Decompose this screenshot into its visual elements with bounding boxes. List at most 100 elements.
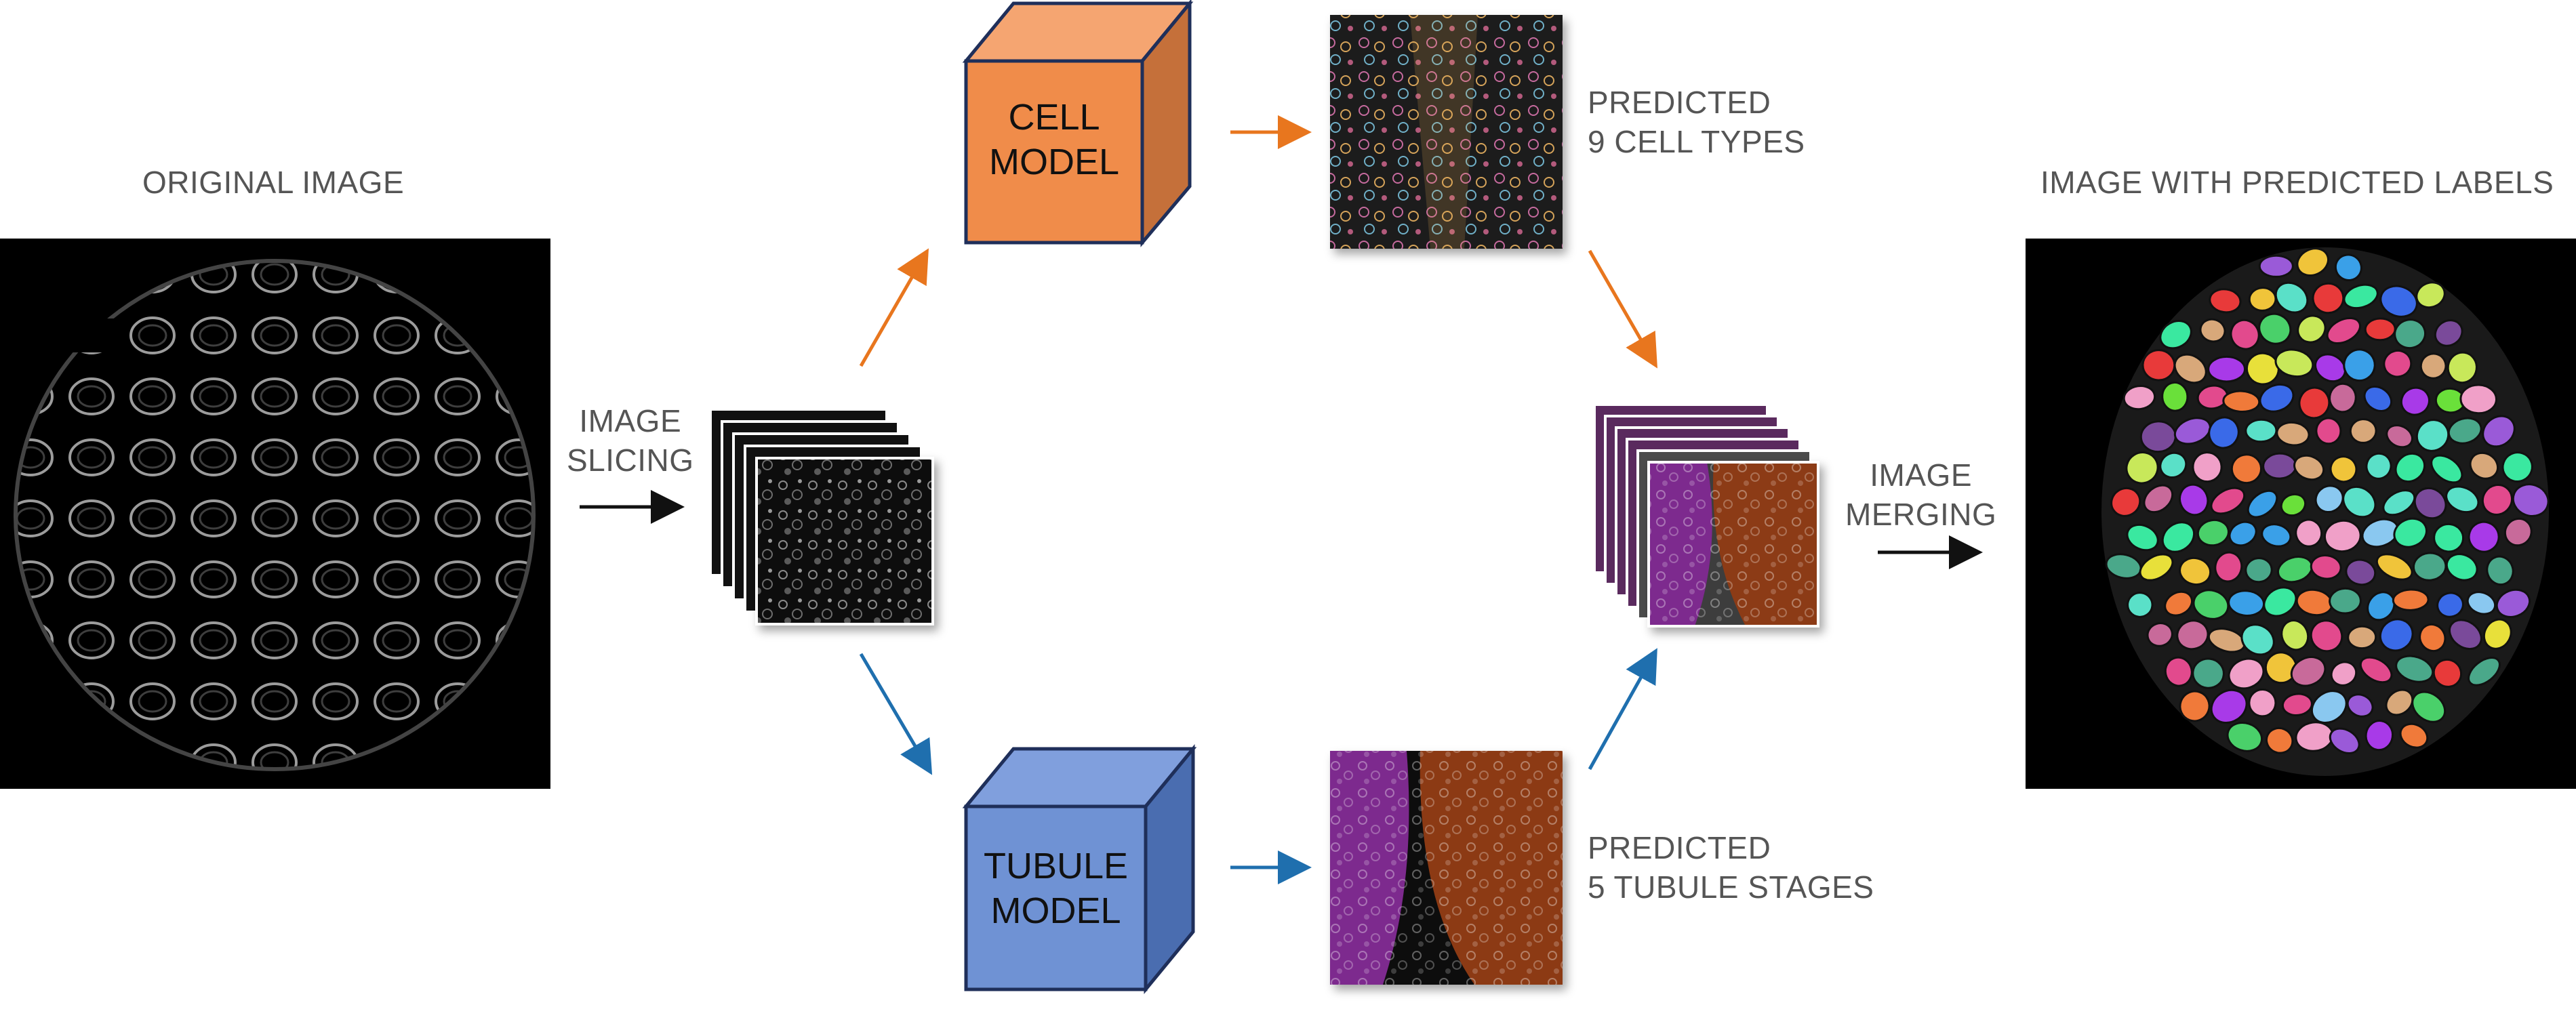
tubule-blob <box>2342 485 2377 518</box>
tubule-blob <box>2364 317 2396 342</box>
tubule-blob <box>2228 657 2265 690</box>
tubule-blob <box>2192 451 2223 483</box>
tubule-blob <box>2122 384 2156 411</box>
arrow-diagonal-icon <box>1588 249 1657 369</box>
tubule-blob <box>2445 485 2480 514</box>
tubule-blob <box>2343 348 2376 382</box>
arrow-diagonal-icon <box>859 248 929 367</box>
tubule-blob <box>2127 592 2154 618</box>
tubule-blob <box>2329 727 2360 754</box>
predicted-tubule-stages-image <box>1330 751 1563 985</box>
tubule-blob <box>2293 454 2325 481</box>
tubule-blob <box>2345 558 2377 586</box>
tubule-blob <box>2210 689 2248 724</box>
tubule-blob <box>2323 519 2362 553</box>
tubule-blob <box>2468 520 2500 553</box>
tubule-blob <box>2139 553 2174 581</box>
tubule-blob <box>2296 247 2329 276</box>
tubule-blob <box>2400 386 2430 416</box>
tubule-blob <box>2512 483 2550 517</box>
tubule-blob <box>2329 587 2362 615</box>
tubule-blob <box>2214 551 2243 583</box>
tubule-blob <box>2176 619 2209 651</box>
tubule-blob <box>2258 312 2292 345</box>
tubule-blob <box>2210 487 2246 515</box>
tubule-blob <box>2449 619 2482 651</box>
arrow-diagonal-icon <box>859 653 933 775</box>
tubule-blob <box>2310 554 2342 580</box>
arrow-diagonal-icon <box>1588 648 1657 771</box>
tubule-blob <box>2146 622 2173 647</box>
tubule-blob <box>2482 618 2512 650</box>
tubule-blob <box>2503 517 2533 547</box>
tubule-blob <box>2481 484 2513 516</box>
tubule-blob <box>2482 415 2516 448</box>
tubule-blob <box>2447 417 2482 445</box>
labeled-image-label: IMAGE WITH PREDICTED LABELS <box>2040 165 2554 200</box>
tubule-blob <box>2280 493 2307 517</box>
tubule-blob <box>2199 318 2226 343</box>
tubule-blob <box>2192 657 2225 689</box>
tubule-blob <box>2230 453 2262 485</box>
tubule-blob <box>2436 592 2464 618</box>
tubule-blob <box>2222 390 2261 413</box>
tubule-blob <box>2310 619 2343 653</box>
tubule-model-cube <box>962 744 1197 994</box>
tubule-model-label: TUBULE MODEL <box>983 846 1129 931</box>
tubule-blob <box>2349 418 2377 444</box>
tubule-blob <box>2259 383 2295 413</box>
tubule-blob <box>2447 351 2478 384</box>
tubule-blob <box>2359 656 2393 684</box>
tubule-blob <box>2314 485 2344 514</box>
tubule-blob <box>2159 320 2192 350</box>
tubule-blob <box>2363 386 2393 412</box>
tubule-blob <box>2298 386 2331 419</box>
tubule-blob <box>2379 285 2418 318</box>
tubule-blob <box>2343 283 2379 310</box>
original-image <box>0 239 550 789</box>
tubule-blob <box>2310 690 2348 724</box>
tubule-blob <box>2179 483 2209 516</box>
tubule-blob <box>2312 282 2345 314</box>
tubule-blob <box>2161 521 2196 553</box>
tubule-blob <box>2208 416 2240 449</box>
tubule-blob <box>2248 287 2277 312</box>
tubule-blob <box>2230 319 2260 350</box>
tubule-blob <box>2495 588 2531 618</box>
tubule-blob <box>2209 288 2242 314</box>
tubule-blob <box>2290 656 2327 687</box>
tubule-blob <box>2347 625 2377 650</box>
tubule-blob <box>2468 657 2501 686</box>
tubule-blob <box>2346 693 2374 718</box>
tubule-blob <box>2192 589 2230 620</box>
tubule-blob <box>2379 618 2414 652</box>
tubule-blob <box>2330 661 2358 686</box>
tubule-blob <box>2501 451 2533 483</box>
tubule-blob <box>2411 691 2447 723</box>
tubule-blob <box>2228 520 2257 547</box>
tubule-blob <box>2392 588 2430 611</box>
tubule-blob <box>2432 658 2463 688</box>
tubule-blob <box>2110 487 2141 517</box>
tubule-blob <box>2226 722 2263 752</box>
cell-model-cube <box>962 0 1194 247</box>
tubule-blob <box>2415 419 2450 452</box>
predicted-cell-types-image <box>1330 15 1563 249</box>
tubule-blob <box>2383 349 2413 378</box>
tubule-blob <box>2247 489 2278 518</box>
tubule-blob <box>2385 689 2414 716</box>
tubule-blob <box>2466 591 2497 615</box>
tubule-blob <box>2393 517 2428 548</box>
tubule-blob <box>2240 623 2275 656</box>
tubule-blob <box>2159 451 2188 479</box>
tubule-blob <box>2375 553 2413 581</box>
tubule-blob <box>2419 623 2447 653</box>
cell-model-label: CELL MODEL <box>988 97 1120 182</box>
tubule-blob <box>2280 619 2310 651</box>
tubule-blob <box>2315 417 2342 445</box>
tubule-blob <box>2394 319 2427 350</box>
predicted-cell-types-label: PREDICTED 9 CELL TYPES <box>1588 85 1805 159</box>
tubule-blob <box>2207 355 2247 383</box>
tubule-blob <box>2258 254 2294 278</box>
